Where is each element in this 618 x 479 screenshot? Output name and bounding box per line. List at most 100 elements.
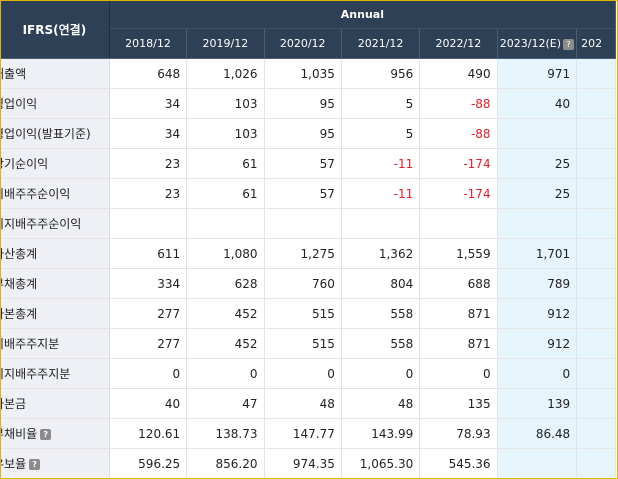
row-label[interactable]: 지배주주지분 [1,337,60,351]
next-year-cell [576,58,616,89]
value-cell: 971 [497,58,578,89]
value-cell: 515 [264,298,342,329]
table-row: 비지배주주순이익 [0,208,616,239]
next-year-cell [576,358,616,389]
row-label[interactable]: 영업이익 [1,97,38,111]
value-cell: 135 [419,388,498,419]
value-cell: 804 [341,268,421,299]
value-cell: 558 [341,328,421,359]
value-cell: 34 [109,118,188,149]
year-label: 202 [581,37,603,50]
value-cell [497,118,578,149]
next-year-cell [576,238,616,269]
value-cell: 61 [186,148,265,179]
value-cell [497,208,578,239]
value-cell: 871 [419,328,498,359]
next-year-cell [576,418,616,449]
next-year-cell [576,148,616,179]
row-label-cell: 매출액 [1,58,110,89]
value-cell: 0 [341,358,421,389]
value-cell: 974.35 [264,448,342,478]
row-label[interactable]: 비지배주주순이익 [0,217,82,231]
value-cell: -174 [419,148,498,179]
value-cell: 0 [264,358,342,389]
year-header-3: 2021/12 [341,28,421,59]
value-cell: 40 [497,88,578,119]
value-cell: 0 [497,358,578,389]
table-row: 자본금40474848135139 [1,388,616,419]
row-label-cell: 부채총계 [1,268,110,299]
row-label[interactable]: 부채비율 [1,427,38,441]
row-label[interactable]: 지배주주순이익 [0,187,71,201]
value-cell: 912 [497,328,578,359]
year-header-0: 2018/12 [109,28,188,59]
value-cell: 57 [264,178,342,209]
row-label-cell: 자본금 [1,388,110,419]
value-cell [497,448,578,478]
value-cell: 120.61 [109,418,188,449]
year-label: 2018/12 [125,37,171,50]
value-cell: 1,035 [264,58,342,89]
value-cell: 5 [341,118,421,149]
row-label[interactable]: 매출액 [1,67,27,81]
value-cell: 0 [109,358,188,389]
row-label-cell: 자본총계 [1,298,110,329]
value-cell: 760 [264,268,342,299]
help-icon[interactable]: ? [40,429,52,440]
value-cell [264,208,342,239]
row-label[interactable]: 자본금 [1,397,27,411]
value-cell: 48 [341,388,421,419]
value-cell: 23 [109,178,188,209]
value-cell: -88 [419,88,498,119]
value-cell: 48 [264,388,342,419]
table-row: 비지배주주지분 0 0 0 0 0 0 [0,358,616,389]
year-header-2: 2020/12 [264,28,342,59]
value-cell: 40 [109,388,188,419]
value-cell: 545.36 [419,448,498,478]
value-cell: 611 [109,238,188,269]
value-cell: 912 [497,298,578,329]
next-year-cell [576,298,616,329]
row-label[interactable]: 비지배주주지분 [0,367,71,381]
row-label[interactable]: 영업이익(발표기준) [0,127,91,141]
value-cell: 139 [497,388,578,419]
value-cell: 0 [419,358,498,389]
value-cell: 277 [109,328,188,359]
value-cell: 86.48 [497,418,578,449]
value-cell: 1,559 [419,238,498,269]
value-cell: 1,275 [264,238,342,269]
next-year-cell [576,88,616,119]
value-cell: 103 [186,88,265,119]
value-cell: 688 [419,268,498,299]
row-label[interactable]: 부채총계 [1,277,38,291]
value-cell: 138.73 [186,418,265,449]
row-label[interactable]: 당기순이익 [1,157,49,171]
value-cell: 452 [186,298,265,329]
next-year-cell [576,448,616,478]
value-cell: -174 [419,178,498,209]
value-cell: 23 [109,148,188,179]
value-cell: 103 [186,118,265,149]
value-cell: 61 [186,178,265,209]
help-icon[interactable]: ? [562,38,574,50]
row-label[interactable]: 유보율 [1,457,27,471]
row-label-cell: 유보율? [1,448,110,478]
row-label[interactable]: 자본총계 [1,307,38,321]
row-label[interactable]: 자산총계 [1,247,38,261]
value-cell: 78.93 [419,418,498,449]
annual-group-header: Annual [109,1,617,29]
next-year-cell [576,178,616,209]
year-label: 2019/12 [202,37,249,50]
row-label-cell: 지배주주순이익 [0,178,110,209]
value-cell: 0 [186,358,265,389]
year-label: 2022/12 [435,37,482,50]
help-icon[interactable]: ? [29,459,41,470]
